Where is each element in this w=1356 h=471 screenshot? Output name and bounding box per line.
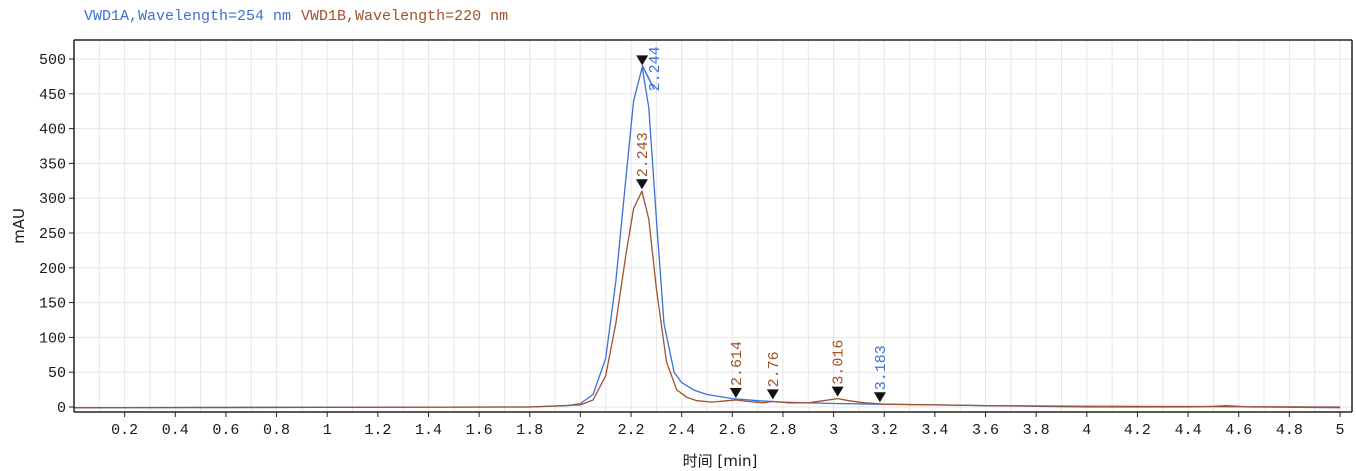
x-tick-label: 1.2 bbox=[364, 422, 391, 439]
x-tick-label: 3 bbox=[829, 422, 838, 439]
chart-legend: VWD1A,Wavelength=254 nm VWD1B,Wavelength=… bbox=[84, 8, 518, 25]
peak-label: 2.243 bbox=[635, 132, 652, 177]
peak-marker bbox=[635, 179, 648, 190]
peak-markers: 2.244 3.183 2.243 2.614 2.76 3.016 bbox=[635, 46, 890, 403]
grid bbox=[74, 40, 1352, 412]
y-tick-label: 250 bbox=[39, 226, 66, 243]
axes: 0 50 100 150 200 250 300 350 400 450 500 0.2 0.4 0.6 0… bbox=[39, 39, 1353, 439]
x-axis-title: 时间 [min] bbox=[683, 452, 758, 470]
peak-marker bbox=[636, 55, 649, 66]
y-tick-label: 350 bbox=[39, 156, 66, 173]
x-tick-label: 3.8 bbox=[1023, 422, 1050, 439]
y-tick-label: 150 bbox=[39, 296, 66, 313]
y-tick-label: 100 bbox=[39, 330, 66, 347]
peak-label: 2.76 bbox=[766, 351, 783, 387]
y-tick-label: 200 bbox=[39, 261, 66, 278]
peak-label: 3.183 bbox=[873, 345, 890, 390]
x-tick-label: 4.6 bbox=[1225, 422, 1252, 439]
x-tick-label: 3.2 bbox=[871, 422, 898, 439]
x-tick-label: 2 bbox=[576, 422, 585, 439]
peak-marker bbox=[766, 389, 779, 400]
x-tick-label: 1.6 bbox=[466, 422, 493, 439]
series-line-2 bbox=[73, 190, 1341, 409]
x-tick-label: 4 bbox=[1082, 422, 1091, 439]
legend-series-2: VWD1B,Wavelength=220 nm bbox=[301, 8, 509, 25]
x-tick-label: 1.4 bbox=[415, 422, 442, 439]
y-tick-label: 0 bbox=[57, 400, 66, 417]
peak-leader-line bbox=[641, 65, 655, 90]
x-tick-label: 0.6 bbox=[212, 422, 239, 439]
series-line-1 bbox=[73, 66, 1341, 409]
x-tick-label: 0.8 bbox=[263, 422, 290, 439]
peak-marker bbox=[831, 386, 844, 397]
y-axis-title: mAU bbox=[10, 208, 28, 244]
x-tick-label: 2.8 bbox=[769, 422, 796, 439]
y-tick-label: 300 bbox=[39, 191, 66, 208]
y-tick-label: 500 bbox=[39, 52, 66, 69]
x-tick-label: 3.6 bbox=[972, 422, 999, 439]
x-tick-label: 4.2 bbox=[1124, 422, 1151, 439]
y-tick-label: 400 bbox=[39, 122, 66, 139]
x-tick-label: 2.6 bbox=[719, 422, 746, 439]
x-tick-label: 5 bbox=[1335, 422, 1344, 439]
peak-label: 2.614 bbox=[729, 341, 746, 386]
x-tick-label: 1.8 bbox=[516, 422, 543, 439]
peak-marker bbox=[729, 388, 742, 399]
x-tick-label: 3.4 bbox=[921, 422, 948, 439]
x-tick-label: 4.8 bbox=[1276, 422, 1303, 439]
x-tick-label: 2.2 bbox=[618, 422, 645, 439]
x-tick-label: 0.2 bbox=[111, 422, 138, 439]
y-tick-label: 50 bbox=[48, 365, 66, 382]
peak-label: 3.016 bbox=[831, 340, 848, 385]
x-tick-label: 0.4 bbox=[162, 422, 189, 439]
y-tick-label: 450 bbox=[39, 87, 66, 104]
x-tick-label: 1 bbox=[323, 422, 332, 439]
peak-label: 2.244 bbox=[647, 46, 664, 91]
x-tick-label: 4.4 bbox=[1175, 422, 1202, 439]
series-layer bbox=[73, 66, 1341, 409]
legend-series-1: VWD1A,Wavelength=254 nm bbox=[84, 8, 292, 25]
x-tick-label: 2.4 bbox=[668, 422, 695, 439]
peak-marker bbox=[873, 392, 886, 403]
